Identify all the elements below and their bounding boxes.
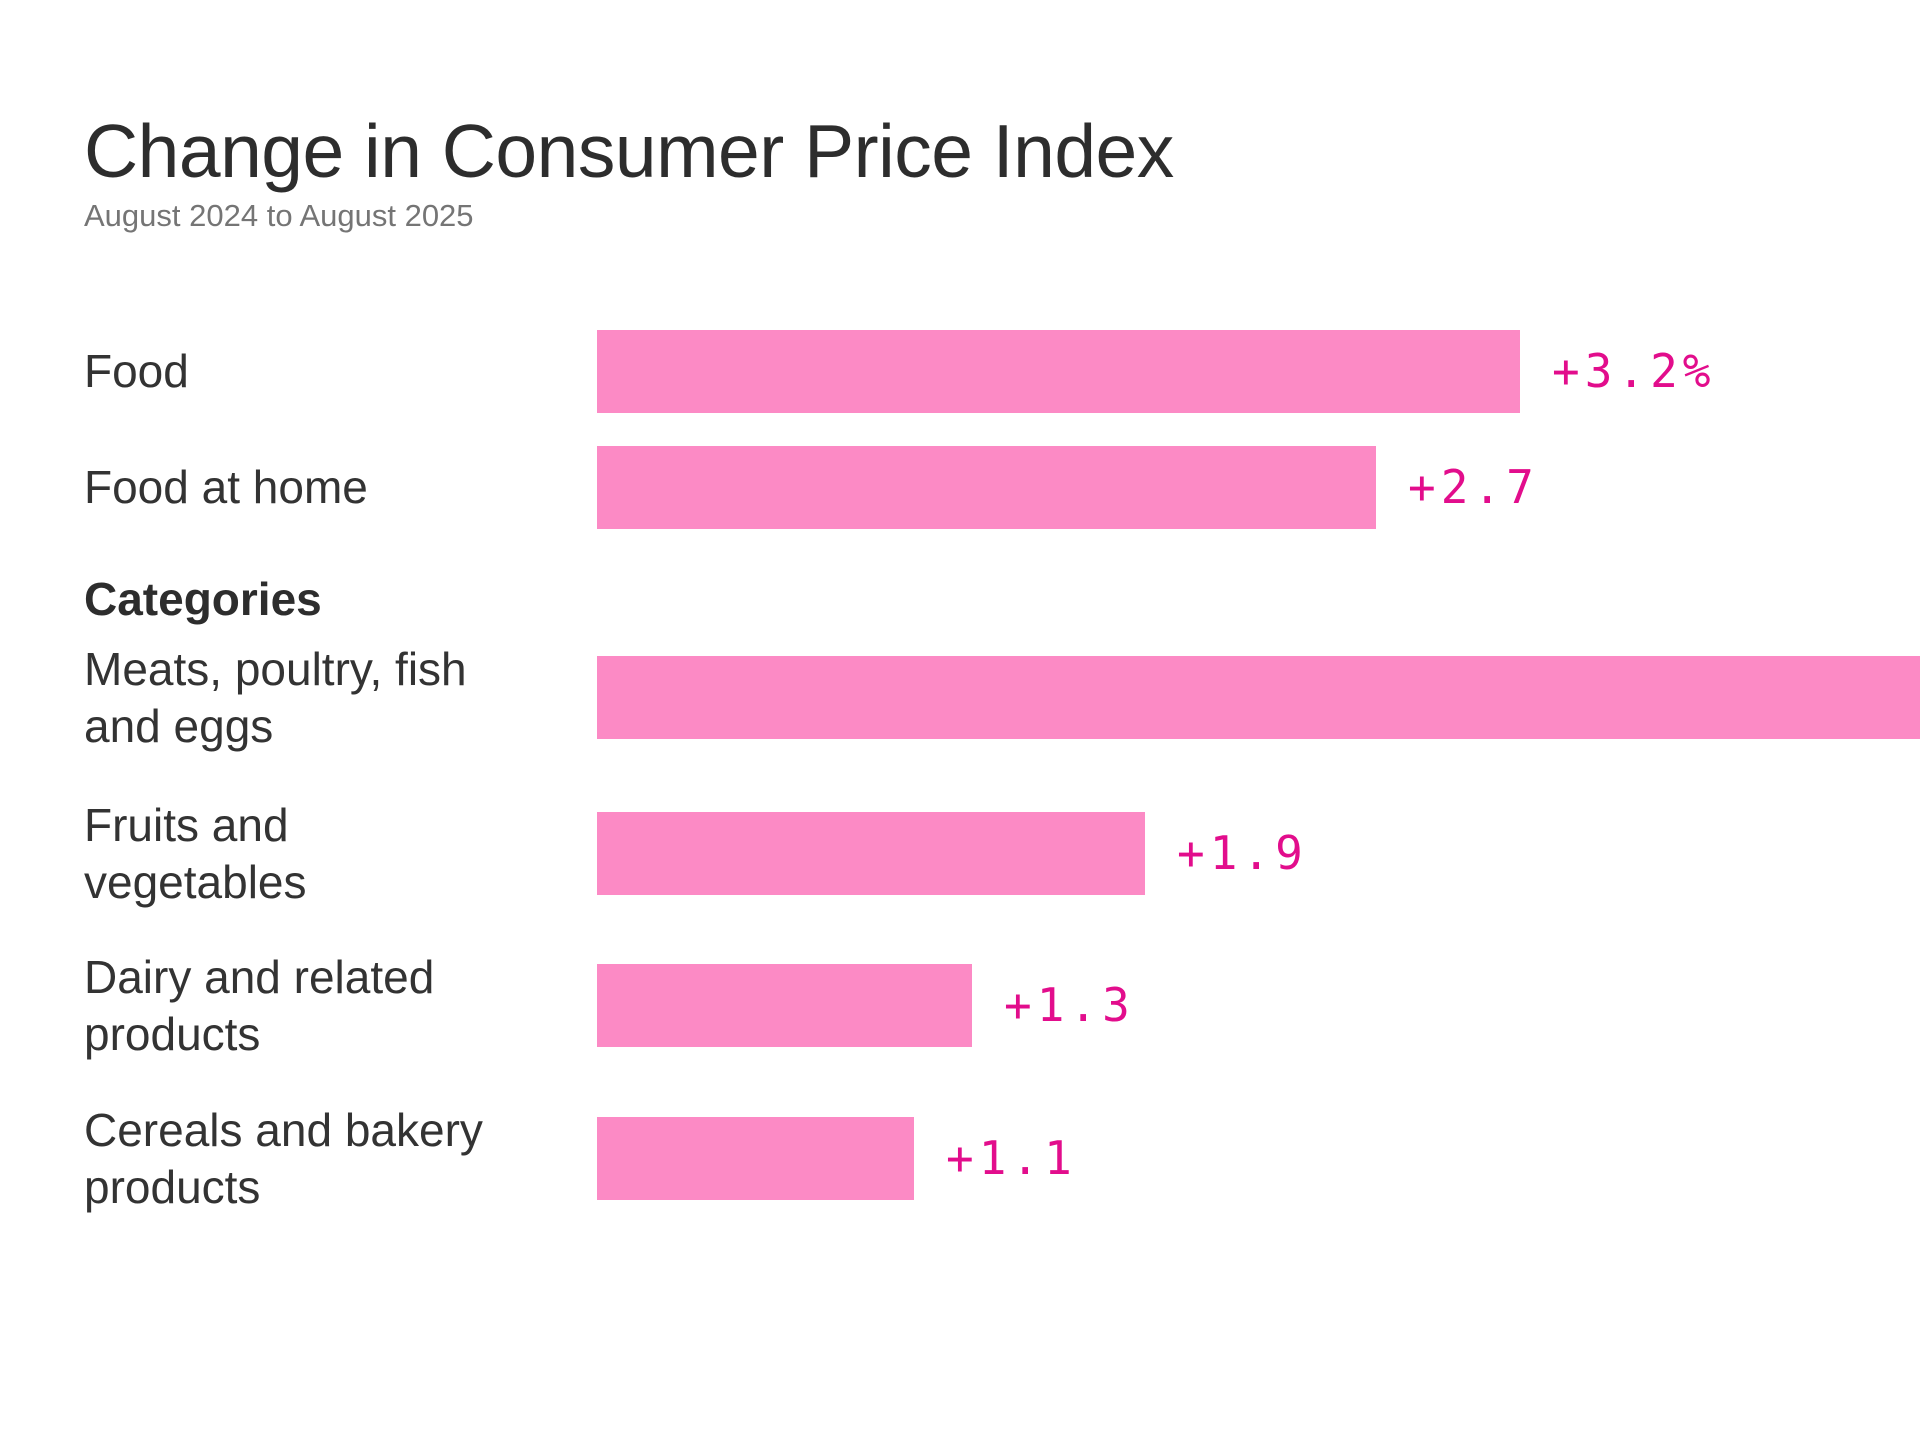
bar-label-cereals-bakery: Cereals and bakery products (84, 1104, 483, 1213)
chart-subtitle: August 2024 to August 2025 (84, 198, 474, 233)
value-label-food: +3.2% (1552, 344, 1716, 398)
bar-fruits-vegetables (597, 812, 1145, 895)
bar-label-dairy-products: Dairy and related products (84, 951, 435, 1060)
value-label-dairy-products: +1.3 (1004, 978, 1135, 1032)
bar-label-food-at-home: Food at home (84, 461, 368, 514)
bar-cereals-bakery (597, 1117, 914, 1200)
value-label-cereals-bakery: +1.1 (946, 1131, 1077, 1185)
value-label-fruits-vegetables: +1.9 (1177, 826, 1308, 880)
bar-label-fruits-vegetables: Fruits and vegetables (84, 799, 307, 908)
bar-dairy-products (597, 964, 972, 1047)
bar-food-at-home (597, 446, 1376, 529)
value-label-food-at-home: +2.7 (1408, 460, 1539, 514)
bar-meats-poultry-fish-eggs (597, 656, 1920, 739)
bar-food (597, 330, 1520, 413)
bar-label-meats-poultry-fish-eggs: Meats, poultry, fish and eggs (84, 643, 467, 752)
chart-title: Change in Consumer Price Index (84, 109, 1174, 193)
bar-label-food: Food (84, 345, 189, 398)
section-header-categories: Categories (84, 573, 322, 625)
